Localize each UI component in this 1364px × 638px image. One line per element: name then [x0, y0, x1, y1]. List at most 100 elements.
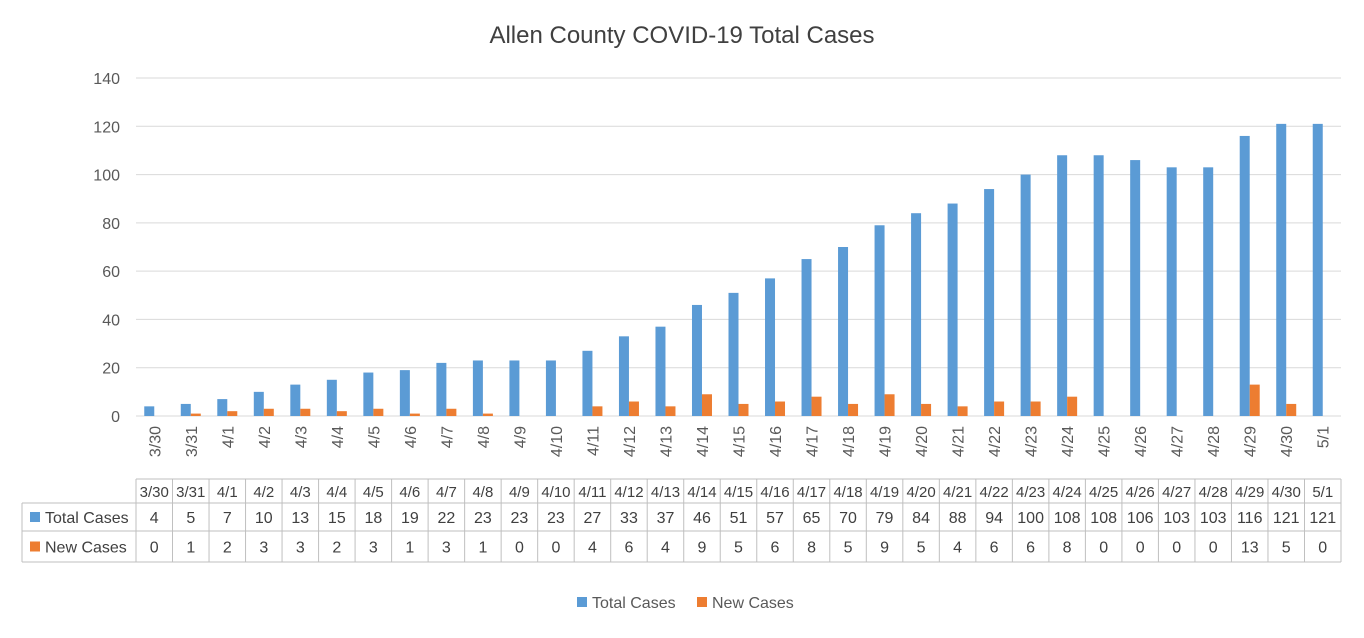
bar-new-cases	[409, 413, 420, 416]
y-tick-label: 140	[93, 71, 120, 88]
table-value-cell: 7	[223, 510, 232, 527]
y-tick-label: 80	[102, 216, 120, 233]
table-value-cell: 0	[1318, 540, 1327, 557]
x-tick-label: 4/14	[695, 426, 712, 457]
table-value-cell: 6	[771, 540, 780, 557]
table-value-cell: 6	[1026, 540, 1035, 557]
table-value-cell: 5	[917, 540, 926, 557]
x-tick-label: 4/30	[1279, 426, 1296, 457]
x-tick-label: 4/17	[805, 426, 822, 457]
table-header-cell: 4/17	[797, 484, 826, 501]
x-tick-label: 4/24	[1060, 426, 1077, 457]
bar-total-cases	[180, 403, 191, 416]
table-value-cell: 33	[620, 510, 638, 527]
y-tick-label: 60	[102, 264, 120, 281]
table-value-cell: 9	[880, 540, 889, 557]
table-value-cell: 22	[437, 510, 455, 527]
table-header-cell: 4/28	[1199, 484, 1228, 501]
table-header-cell: 4/5	[363, 484, 384, 501]
table-value-cell: 1	[405, 540, 414, 557]
x-tick-label: 4/8	[476, 426, 493, 448]
x-tick-label: 4/6	[403, 426, 420, 448]
table-value-cell: 23	[511, 510, 529, 527]
table-value-cell: 5	[186, 510, 195, 527]
bar-total-cases	[253, 391, 264, 416]
x-tick-label: 5/1	[1316, 426, 1333, 448]
x-tick-label: 3/30	[147, 426, 164, 457]
y-tick-label: 100	[93, 168, 120, 185]
table-value-cell: 0	[150, 540, 159, 557]
bar-total-cases	[874, 225, 885, 416]
bar-new-cases	[628, 401, 639, 416]
x-tick-label: 4/5	[366, 426, 383, 448]
bar-new-cases	[775, 401, 786, 416]
table-value-cell: 103	[1200, 510, 1227, 527]
bar-total-cases	[1239, 135, 1250, 416]
bar-new-cases	[1286, 403, 1297, 416]
x-tick-label: 4/27	[1170, 426, 1187, 457]
x-tick-label: 4/16	[768, 426, 785, 457]
table-header-cell: 4/22	[980, 484, 1009, 501]
table-value-cell: 2	[332, 540, 341, 557]
table-value-cell: 108	[1054, 510, 1081, 527]
bar-total-cases	[1057, 155, 1068, 416]
table-value-cell: 0	[551, 540, 560, 557]
bar-total-cases	[290, 384, 301, 416]
bar-total-cases	[728, 292, 739, 416]
legend-key	[577, 597, 587, 607]
table-value-cell: 15	[328, 510, 346, 527]
bar-new-cases	[957, 406, 968, 416]
data-table: 3/30 3/31 4/1 4/2 4/3 4/4 4/5 4/6 4/7 4/8 4/9 4/10 4…	[21, 478, 1342, 563]
table-row-label: Total Cases	[45, 510, 129, 527]
chart-title: Allen County COVID-19 Total Cases	[489, 22, 874, 49]
table-value-cell: 1	[478, 540, 487, 557]
table-header-cell: 4/12	[614, 484, 643, 501]
table-header-cell: 4/8	[472, 484, 493, 501]
table-value-cell: 9	[698, 540, 707, 557]
table-value-cell: 3	[296, 540, 305, 557]
x-tick-label: 4/11	[585, 426, 602, 456]
bar-new-cases	[1067, 396, 1078, 416]
bar-total-cases	[1093, 155, 1104, 416]
table-value-cell: 4	[150, 510, 159, 527]
bar-total-cases	[1312, 123, 1323, 416]
table-value-cell: 65	[803, 510, 821, 527]
x-tick-label: 4/29	[1243, 426, 1260, 457]
bar-total-cases	[655, 326, 666, 416]
table-value-cell: 8	[807, 540, 816, 557]
bar-new-cases	[1249, 384, 1260, 416]
x-tick-label: 4/22	[987, 426, 1004, 457]
table-header-cell: 4/3	[290, 484, 311, 501]
table-header-cell: 4/7	[436, 484, 457, 501]
bar-new-cases	[848, 403, 859, 416]
table-value-cell: 0	[1099, 540, 1108, 557]
table-value-cell: 79	[876, 510, 894, 527]
table-value-cell: 46	[693, 510, 711, 527]
table-value-cell: 27	[584, 510, 602, 527]
table-header-cell: 4/21	[943, 484, 972, 501]
bar-new-cases	[227, 411, 238, 416]
bar-new-cases	[190, 413, 201, 416]
table-header-cell: 5/1	[1312, 484, 1333, 501]
table-value-cell: 70	[839, 510, 857, 527]
bar-new-cases	[300, 408, 311, 416]
table-value-cell: 18	[364, 510, 382, 527]
x-tick-label: 4/21	[951, 426, 968, 457]
table-value-cell: 4	[588, 540, 597, 557]
bar-new-cases	[701, 394, 712, 416]
bar-new-cases	[263, 408, 274, 416]
table-header-cell: 4/11	[578, 484, 606, 501]
bar-total-cases	[399, 370, 410, 416]
table-value-cell: 0	[515, 540, 524, 557]
bar-total-cases	[947, 203, 958, 416]
table-legend-key	[30, 541, 40, 552]
bar-new-cases	[738, 403, 749, 416]
table-value-cell: 106	[1127, 510, 1154, 527]
table-value-cell: 100	[1017, 510, 1044, 527]
table-header-cell: 4/27	[1162, 484, 1191, 501]
table-value-cell: 13	[1241, 540, 1259, 557]
bar-total-cases	[326, 379, 337, 416]
table-header-cell: 4/16	[760, 484, 789, 501]
bar-total-cases	[1130, 160, 1141, 416]
bar-total-cases	[363, 372, 374, 416]
